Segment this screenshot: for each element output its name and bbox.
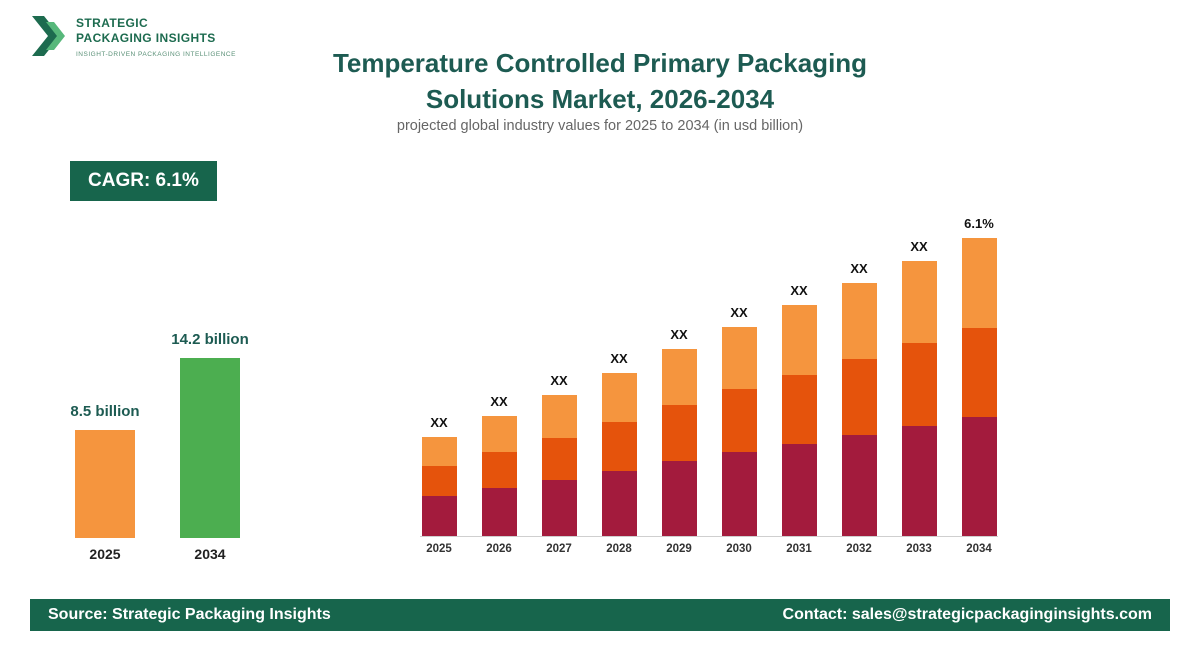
- mini-bar: [75, 430, 135, 538]
- stacked-bar: [961, 238, 997, 536]
- stacked-bar: [841, 283, 877, 536]
- brand-tagline: INSIGHT-DRIVEN PACKAGING INTELLIGENCE: [76, 51, 236, 58]
- bar-segment-segment-bottom: [901, 426, 937, 536]
- bar-column: XX: [600, 351, 638, 536]
- x-axis-tick-label: 2033: [906, 543, 932, 555]
- page-subtitle: projected global industry values for 202…: [396, 118, 804, 134]
- bar-segment-segment-middle: [901, 343, 937, 426]
- x-axis-tick-label: 2030: [726, 543, 752, 555]
- brand-name-line1: STRATEGIC: [76, 16, 149, 30]
- mini-bar-value-label: 8.5 billion: [70, 403, 140, 420]
- bar-segment-segment-bottom: [481, 488, 517, 536]
- bar-column: XX: [780, 283, 818, 536]
- bar-segment-segment-top: [481, 416, 517, 452]
- brand-logo: STRATEGIC PACKAGING INSIGHTS INSIGHT-DRI…: [30, 14, 236, 58]
- bar-segment-segment-middle: [481, 452, 517, 488]
- bar-segment-segment-top: [721, 327, 757, 389]
- contact-text: Contact: sales@strategicpackaginginsight…: [782, 606, 1152, 623]
- mini-bar-column: 14.2 billion 2034: [171, 331, 249, 562]
- mini-bar: [180, 358, 240, 538]
- x-axis-tick-label: 2034: [966, 543, 992, 555]
- bar-segment-segment-bottom: [961, 417, 997, 536]
- bar-segment-segment-middle: [541, 438, 577, 480]
- page-title-line2: Solutions Market, 2026-2034: [425, 83, 775, 114]
- bar-segment-segment-top: [541, 395, 577, 438]
- bar-column: XX: [480, 394, 518, 536]
- x-axis-tick-label: 2025: [426, 543, 452, 555]
- stacked-bar: [541, 395, 577, 536]
- bar-segment-segment-top: [841, 283, 877, 359]
- bar-column: 6.1%: [960, 216, 998, 536]
- bar-top-label: XX: [490, 394, 508, 409]
- stacked-bar-chart-wrap: XX XX XX XX XX XX XX XX XX 6.1% 2025 2026 2027 2028 2…: [420, 200, 998, 555]
- bar-top-label: XX: [550, 373, 568, 388]
- bar-segment-segment-middle: [781, 375, 817, 444]
- bar-segment-segment-middle: [841, 359, 877, 435]
- mini-chart: 8.5 billion 2025 14.2 billion 2034: [70, 300, 249, 562]
- page-title-line1: Temperature Controlled Primary Packaging: [332, 48, 868, 78]
- bar-segment-segment-top: [601, 373, 637, 422]
- bar-segment-segment-middle: [961, 328, 997, 417]
- stacked-bar-chart: XX XX XX XX XX XX XX XX XX 6.1%: [420, 200, 998, 537]
- x-axis-tick-label: 2026: [486, 543, 512, 555]
- bar-segment-segment-bottom: [661, 461, 697, 536]
- bar-top-label: XX: [670, 327, 688, 342]
- stacked-bar: [781, 305, 817, 536]
- page-title: Temperature Controlled Primary Packaging…: [0, 46, 1200, 118]
- bar-segment-segment-bottom: [841, 435, 877, 536]
- bar-segment-segment-bottom: [781, 444, 817, 536]
- x-axis-tick-label: 2032: [846, 543, 872, 555]
- bar-segment-segment-bottom: [601, 471, 637, 536]
- x-axis-tick-label: 2028: [606, 543, 632, 555]
- bar-column: XX: [720, 305, 758, 536]
- bar-segment-segment-bottom: [721, 452, 757, 536]
- bar-column: XX: [420, 415, 458, 536]
- stacked-bar: [601, 373, 637, 536]
- stacked-bar: [661, 349, 697, 536]
- bar-top-label: XX: [610, 351, 628, 366]
- brand-name-line2: PACKAGING INSIGHTS: [76, 31, 216, 45]
- stacked-bar: [721, 327, 757, 536]
- bar-segment-segment-top: [961, 238, 997, 328]
- bar-top-label: XX: [430, 415, 448, 430]
- cagr-badge: CAGR: 6.1%: [70, 161, 217, 201]
- bar-segment-segment-top: [901, 261, 937, 343]
- brand-logo-text: STRATEGIC PACKAGING INSIGHTS INSIGHT-DRI…: [76, 14, 236, 58]
- bar-top-label: XX: [910, 239, 928, 254]
- source-text: Source: Strategic Packaging Insights: [48, 606, 331, 623]
- mini-bar-value-label: 14.2 billion: [171, 331, 249, 348]
- bar-top-label: XX: [730, 305, 748, 320]
- bar-segment-segment-bottom: [541, 480, 577, 536]
- bar-segment-segment-bottom: [421, 496, 457, 536]
- x-axis-tick-label: 2031: [786, 543, 812, 555]
- bar-segment-segment-top: [421, 437, 457, 466]
- bar-column: XX: [840, 261, 878, 536]
- stacked-bar: [421, 437, 457, 536]
- mini-bar-year-label: 2034: [194, 546, 226, 562]
- x-axis-tick-label: 2029: [666, 543, 692, 555]
- footer-bar: Source: Strategic Packaging Insights Con…: [30, 599, 1170, 631]
- bar-segment-segment-middle: [721, 389, 757, 452]
- bar-top-label: 6.1%: [964, 216, 994, 231]
- bar-column: XX: [540, 373, 578, 536]
- bar-top-label: XX: [790, 283, 808, 298]
- x-axis-tick-label: 2027: [546, 543, 572, 555]
- mini-bar-year-label: 2025: [89, 546, 121, 562]
- bar-segment-segment-top: [781, 305, 817, 375]
- stacked-bar: [481, 416, 517, 536]
- chevron-logo-icon: [32, 16, 65, 56]
- bar-column: XX: [900, 239, 938, 536]
- x-axis-year-labels: 2025 2026 2027 2028 2029 2030 2031 2032 2033 2034: [420, 543, 998, 555]
- bar-column: XX: [660, 327, 698, 536]
- bar-segment-segment-middle: [661, 405, 697, 461]
- bar-top-label: XX: [850, 261, 868, 276]
- bar-segment-segment-middle: [601, 422, 637, 471]
- bar-segment-segment-top: [661, 349, 697, 405]
- mini-bar-column: 8.5 billion 2025: [70, 403, 140, 562]
- bar-segment-segment-middle: [421, 466, 457, 496]
- stacked-bar: [901, 261, 937, 536]
